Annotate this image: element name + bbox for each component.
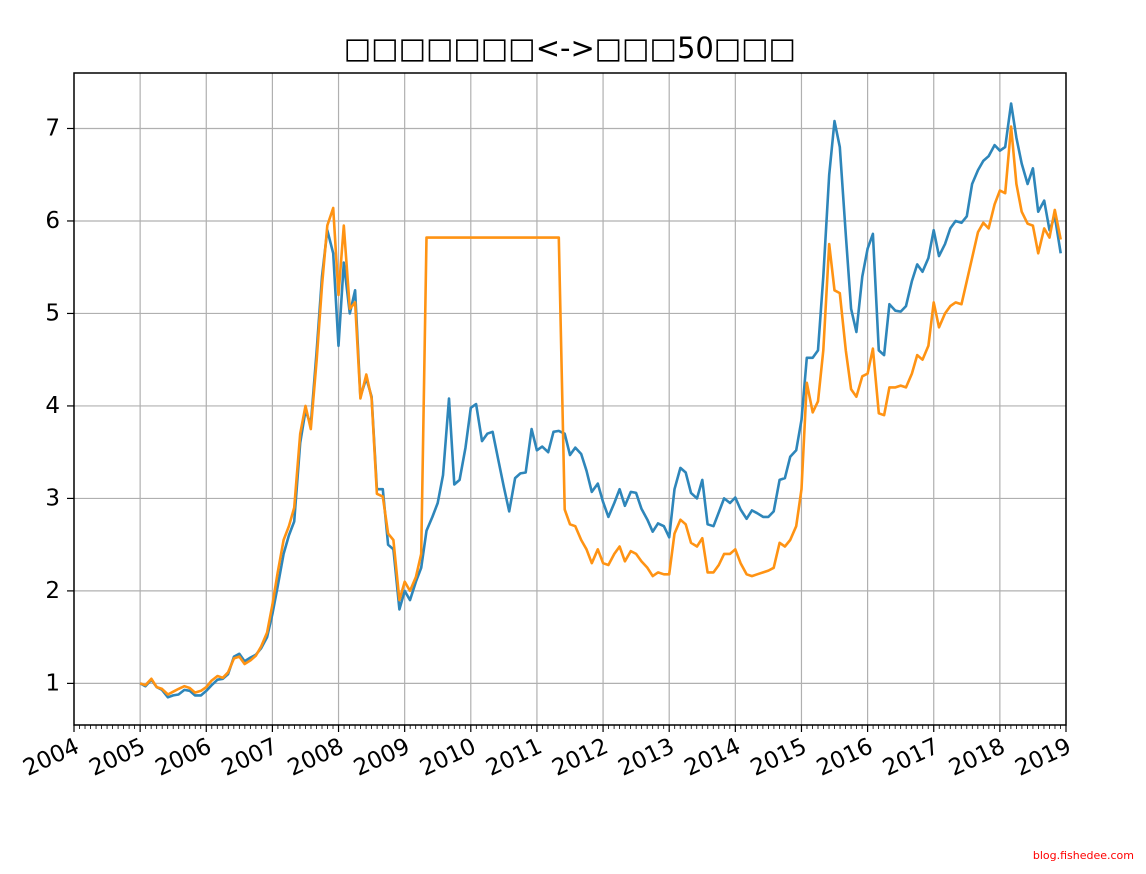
series-group	[139, 102, 1062, 699]
x-tick-label: 2008	[284, 733, 348, 781]
x-tick-label: 2006	[152, 733, 216, 781]
series-line-2	[139, 125, 1062, 696]
y-tick-label: 2	[45, 578, 60, 604]
x-tick-label: 2009	[350, 733, 414, 781]
y-tick-label: 7	[45, 115, 60, 141]
series-line-1	[139, 102, 1062, 699]
y-tick-label: 3	[45, 485, 60, 511]
x-tick-label: 2019	[1011, 733, 1075, 781]
grid-lines	[74, 73, 1066, 725]
x-tick-label: 2013	[614, 733, 678, 781]
x-tick-label: 2011	[482, 733, 546, 781]
y-tick-label: 4	[45, 393, 60, 419]
plot-frame	[73, 72, 1067, 726]
x-tick-label: 2007	[218, 733, 282, 781]
y-tick-label: 1	[45, 670, 60, 696]
x-tick-label: 2004	[19, 733, 83, 781]
x-tick-label: 2017	[879, 733, 943, 781]
x-tick-label: 2014	[681, 733, 745, 781]
x-tick-label: 2015	[747, 733, 811, 781]
x-tick-label: 2010	[416, 733, 480, 781]
x-tick-label: 2012	[548, 733, 612, 781]
chart-title: □□□□□□□<->□□□50□□□	[344, 31, 796, 65]
x-tick-label: 2018	[945, 733, 1009, 781]
y-tick-label: 6	[45, 208, 60, 234]
x-tick-label: 2016	[813, 733, 877, 781]
watermark: blog.fishedee.com	[1032, 849, 1134, 862]
y-tick-label: 5	[45, 300, 60, 326]
x-tick-label: 2005	[85, 733, 149, 781]
axis-ticks: 2004 2005 2006 2007 2008 2009 2010 2011 2012 2013…	[19, 115, 1075, 781]
